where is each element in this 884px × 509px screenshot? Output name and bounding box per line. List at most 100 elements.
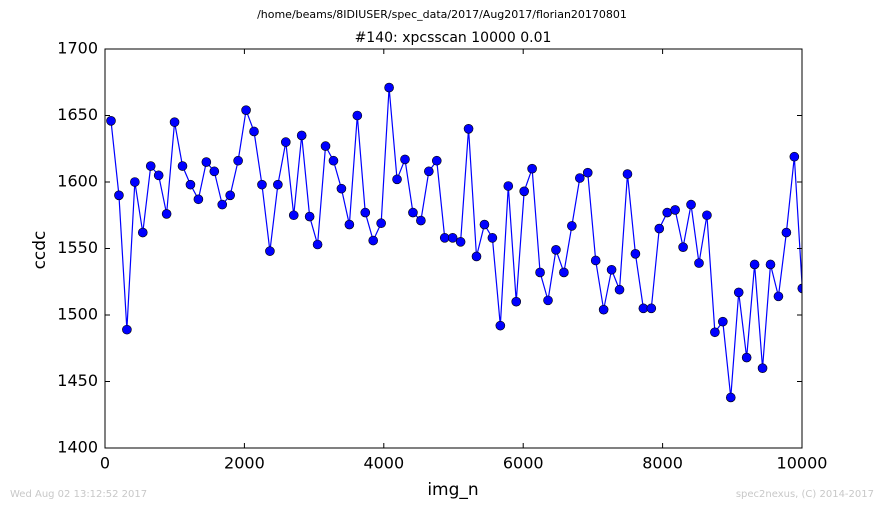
data-point — [670, 205, 680, 215]
data-point — [122, 324, 132, 335]
y-tick-label: 1400 — [57, 438, 98, 457]
data-point — [249, 126, 259, 137]
data-point — [654, 223, 665, 234]
data-point — [749, 259, 760, 270]
data-point — [733, 287, 744, 298]
data-point — [336, 183, 347, 194]
data-point — [296, 130, 307, 141]
data-point — [447, 233, 458, 243]
footer-right: spec2nexus, (C) 2014-2017 — [736, 489, 874, 500]
data-point — [161, 209, 172, 219]
data-point — [710, 327, 720, 338]
data-point — [519, 186, 529, 197]
y-axis-label: ccdc — [30, 231, 50, 270]
data-point — [455, 237, 466, 247]
data-point — [582, 167, 593, 178]
data-point — [273, 179, 283, 190]
y-tick-label: 1600 — [57, 172, 98, 191]
data-point — [130, 177, 140, 187]
data-point — [773, 291, 784, 302]
y-tick-label: 1500 — [57, 305, 98, 324]
data-point — [177, 161, 188, 171]
data-point — [416, 215, 426, 226]
y-tick-label: 1650 — [57, 105, 98, 124]
data-point — [503, 181, 514, 191]
x-tick-label: 8000 — [642, 454, 683, 473]
data-point — [304, 211, 315, 222]
data-point — [806, 265, 815, 274]
data-point — [257, 179, 267, 190]
data-point — [622, 169, 633, 179]
data-point — [137, 227, 148, 238]
data-point — [312, 239, 323, 250]
data-point — [590, 255, 601, 266]
data-point — [781, 227, 792, 238]
data-point — [527, 163, 537, 174]
data-point — [702, 210, 712, 221]
chart-title: #140: xpcsscan 10000 0.01 — [355, 30, 552, 46]
data-point — [193, 194, 204, 205]
data-point — [757, 363, 768, 374]
data-point — [368, 235, 379, 246]
y-tick-label: 1450 — [57, 371, 98, 390]
y-tick-label: 1700 — [57, 39, 98, 58]
data-point — [400, 154, 410, 165]
x-tick-label: 0 — [100, 454, 110, 473]
data-point — [765, 259, 776, 270]
data-point — [487, 233, 498, 243]
data-point — [686, 199, 696, 210]
data-point — [344, 219, 355, 230]
data-point — [376, 218, 386, 229]
x-tick-label: 2000 — [224, 454, 265, 473]
footer-left: Wed Aug 02 13:12:52 2017 — [10, 489, 147, 500]
data-point — [185, 179, 196, 190]
data-point — [153, 170, 164, 181]
data-point — [114, 190, 124, 201]
data-point — [265, 246, 275, 256]
data-point — [201, 157, 212, 167]
data-point — [352, 110, 363, 121]
data-point — [233, 155, 243, 166]
suptitle: /home/beams/8IDIUSER/spec_data/2017/Aug2… — [257, 8, 627, 21]
data-point — [145, 161, 156, 171]
data-point — [241, 105, 251, 115]
plot-area — [106, 82, 815, 403]
data-point — [288, 210, 299, 221]
data-point — [479, 219, 490, 230]
x-tick-label: 10000 — [777, 454, 828, 473]
data-point — [551, 245, 561, 255]
data-point — [392, 174, 402, 185]
data-point — [725, 392, 736, 403]
data-point — [543, 295, 553, 306]
data-point — [678, 242, 688, 252]
data-point — [217, 199, 228, 210]
data-point — [463, 124, 474, 134]
data-point — [559, 267, 569, 278]
data-point — [718, 316, 728, 327]
data-point — [511, 296, 522, 307]
x-tick-label: 6000 — [503, 454, 544, 473]
data-point — [471, 251, 482, 262]
y-tick-label: 1550 — [57, 238, 98, 257]
data-point — [567, 221, 577, 231]
data-point — [431, 155, 442, 166]
data-point — [535, 267, 545, 278]
data-point — [598, 304, 609, 315]
data-point — [630, 249, 641, 259]
data-point — [408, 207, 418, 218]
data-point — [694, 258, 704, 268]
x-tick-label: 4000 — [363, 454, 404, 473]
data-point — [662, 207, 673, 218]
data-point — [281, 137, 291, 147]
data-point — [320, 141, 331, 151]
data-point — [797, 283, 802, 294]
data-point — [360, 207, 371, 218]
data-point — [741, 352, 752, 363]
data-point — [106, 116, 116, 126]
data-point — [424, 166, 434, 177]
data-point — [495, 320, 506, 331]
data-point — [384, 82, 394, 93]
data-point — [789, 151, 800, 162]
